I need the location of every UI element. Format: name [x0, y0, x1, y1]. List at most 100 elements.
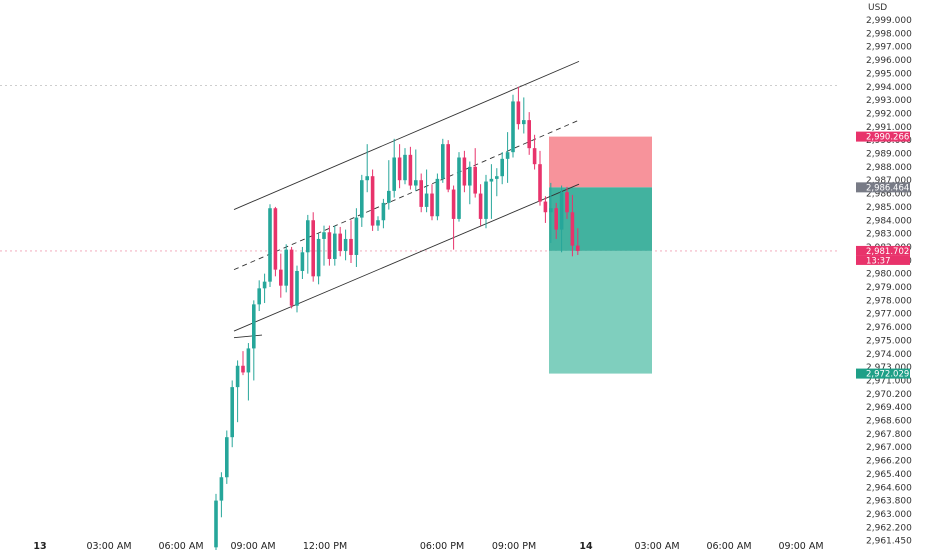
price-tick-label: 2,978.000 — [866, 296, 912, 306]
price-tick-label: 2,963.000 — [866, 510, 912, 520]
bullish-candle — [403, 154, 407, 181]
price-tick-label: 2,996.000 — [866, 56, 912, 66]
price-tick-label: 2,966.200 — [866, 457, 912, 467]
bearish-candle — [349, 238, 353, 255]
price-tick-label: 2,963.800 — [866, 497, 912, 507]
stop-loss-zone — [549, 136, 652, 188]
bullish-candle — [268, 208, 272, 282]
candlestick-series — [214, 86, 580, 550]
bullish-candle — [300, 252, 305, 271]
bullish-candle — [549, 208, 553, 213]
bullish-candle — [262, 281, 267, 289]
bullish-candle — [246, 348, 251, 373]
bullish-candle — [214, 500, 218, 548]
price-tick-label: 2,988.000 — [866, 163, 912, 173]
bearish-candle — [570, 212, 575, 246]
currency-label: USD — [868, 3, 887, 13]
bullish-candle — [381, 202, 386, 221]
bullish-candle — [468, 166, 472, 186]
bullish-candle — [522, 120, 526, 125]
price-tick-label: 2,985.000 — [866, 203, 912, 213]
bar-countdown-tag: 13:37 — [866, 256, 891, 266]
target-price-tag-bg — [856, 368, 910, 379]
bullish-candle — [424, 193, 429, 207]
channel-upper-line — [233, 60, 580, 210]
time-tick-label: 14 — [579, 541, 593, 550]
bullish-candle — [495, 176, 499, 179]
price-tick-label: 2,997.000 — [866, 43, 912, 53]
price-tick-label: 2,970.200 — [866, 390, 912, 400]
time-axis[interactable]: 13 03:00 AM 06:00 AM 09:00 AM 12:00 PM 06:00 … — [33, 541, 823, 550]
bullish-candle — [257, 288, 261, 305]
price-tick-label: 2,977.000 — [866, 310, 912, 320]
bearish-candle — [311, 220, 315, 277]
price-tick-label: 2,975.000 — [866, 336, 912, 346]
price-tick-label: 2,961.450 — [866, 537, 912, 547]
bearish-candle — [451, 189, 456, 219]
bullish-candle — [354, 217, 359, 255]
entry-price-tag: 2,986.464 — [866, 183, 909, 193]
bearish-candle — [279, 269, 283, 286]
price-tick-label: 2,995.000 — [866, 69, 912, 79]
price-tick-label: 2,994.000 — [866, 83, 912, 93]
price-tick-label: 2,989.000 — [866, 150, 912, 160]
bearish-candle — [527, 120, 531, 149]
position-zones[interactable] — [549, 136, 652, 374]
bearish-candle — [565, 192, 569, 213]
bullish-candle — [392, 157, 396, 191]
stop-price-tag: 2,990.266 — [866, 133, 909, 143]
time-tick-label: 06:00 PM — [420, 541, 464, 550]
time-tick-label: 09:00 AM — [230, 541, 275, 550]
bullish-candle — [376, 220, 380, 226]
time-tick-label: 06:00 AM — [706, 541, 751, 550]
bullish-candle — [295, 270, 299, 306]
bearish-candle — [554, 208, 558, 230]
price-tick-label: 2,986.000 — [866, 190, 912, 200]
bearish-candle — [473, 166, 477, 194]
price-tick-label: 2,965.400 — [866, 470, 912, 480]
price-tick-label: 2,983.000 — [866, 230, 912, 240]
bearish-candle — [397, 157, 402, 181]
price-tick-label: 2,980.000 — [866, 270, 912, 280]
bullish-candle — [484, 181, 488, 219]
price-tick-label: 2,998.000 — [866, 29, 912, 39]
bullish-candle — [511, 101, 515, 153]
take-profit-zone — [549, 250, 652, 374]
price-tick-label: 2,999.000 — [866, 16, 912, 26]
price-tick-label: 2,993.000 — [866, 96, 912, 106]
bearish-candle — [289, 249, 294, 306]
bullish-candle — [284, 249, 288, 286]
price-tick-label: 2,991.000 — [866, 123, 912, 133]
bearish-candle — [419, 180, 423, 207]
bullish-candle — [435, 178, 440, 217]
price-tick-label: 2,974.000 — [866, 350, 912, 360]
price-tick-label: 2,976.000 — [866, 323, 912, 333]
bearish-candle — [408, 154, 413, 186]
price-tick-label: 2,962.200 — [866, 523, 912, 533]
price-tick-label: 2,967.800 — [866, 430, 912, 440]
time-tick-label: 09:00 AM — [778, 541, 823, 550]
bearish-candle — [462, 157, 467, 186]
trend-channel[interactable] — [233, 60, 580, 339]
bullish-candle — [230, 387, 234, 438]
bullish-candle — [489, 178, 494, 182]
bearish-candle — [538, 164, 542, 202]
price-axis[interactable]: USD 2,999.000 2,998.000 2,997.000 2,996.000 2… — [866, 3, 912, 550]
bearish-candle — [478, 193, 483, 219]
bullish-candle — [441, 144, 445, 179]
bullish-candle — [505, 152, 510, 159]
time-tick-label: 03:00 AM — [634, 541, 679, 550]
bearish-candle — [338, 233, 342, 251]
time-tick-label: 12:00 PM — [303, 541, 347, 550]
time-tick-label: 13 — [33, 541, 46, 550]
entry-price-tag-bg — [856, 182, 910, 193]
bullish-candle — [306, 220, 310, 253]
bullish-candle — [333, 233, 337, 259]
bullish-candle — [500, 158, 504, 177]
bearish-candle — [576, 245, 580, 251]
bearish-candle — [273, 208, 278, 270]
last-price-tag: 2,981.702 — [866, 247, 909, 257]
bullish-candle — [360, 180, 364, 218]
bearish-candle — [543, 201, 548, 213]
